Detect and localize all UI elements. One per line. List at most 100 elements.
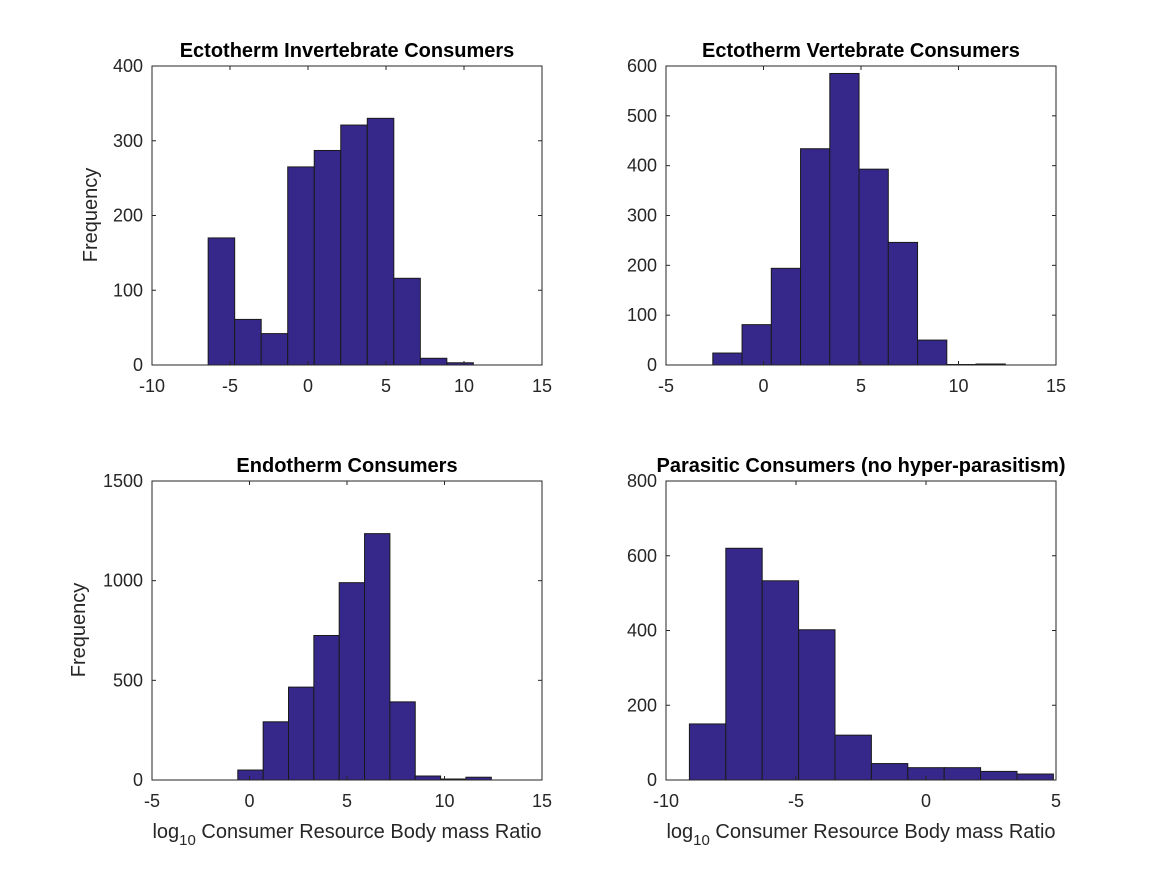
histogram-bar <box>798 629 836 781</box>
y-axis-ticks: 0 100 200 300 400 500 600 <box>627 56 1056 375</box>
histogram-bar <box>741 324 772 366</box>
histogram-bar <box>338 582 366 781</box>
y-axis-ticks: 0 100 200 300 400 <box>113 56 542 375</box>
histogram-bar <box>419 357 448 366</box>
y-tick-label: 400 <box>113 56 143 76</box>
y-axis-label: Frequency <box>68 583 90 678</box>
bar-group <box>712 72 1006 366</box>
x-tick-label: 0 <box>303 376 313 396</box>
x-tick-label: -5 <box>788 791 804 811</box>
chart-title: Endotherm Consumers <box>236 455 457 477</box>
y-tick-label: 600 <box>627 546 657 566</box>
x-axis-ticks: -5 0 5 10 15 <box>144 481 552 811</box>
x-tick-label: 5 <box>1051 791 1061 811</box>
histogram-bar <box>725 547 763 781</box>
x-tick-label: -10 <box>139 376 165 396</box>
histogram-bar <box>761 580 800 781</box>
x-tick-label: 15 <box>1046 376 1066 396</box>
chart-title: Ectotherm Invertebrate Consumers <box>180 40 515 62</box>
x-tick-label: 5 <box>342 791 352 811</box>
x-tick-label: 10 <box>434 791 454 811</box>
panel-ectotherm-invertebrate: Ectotherm Invertebrate Consumers -10 -5 0 5… <box>80 40 552 396</box>
y-tick-label: 200 <box>627 255 657 275</box>
histogram-bar <box>287 166 315 366</box>
x-axis-label: log10 Consumer Resource Body mass Ratio <box>666 821 1055 849</box>
panel-ectotherm-vertebrate: Ectotherm Vertebrate Consumers -5 0 5 10 15 … <box>627 40 1066 396</box>
histogram-bar <box>260 333 289 366</box>
histogram-bar <box>858 168 889 366</box>
x-tick-label: 10 <box>948 376 968 396</box>
histogram-bar <box>288 686 315 781</box>
histogram-bar <box>834 734 872 781</box>
histogram-bar <box>1016 773 1054 781</box>
histogram-bar <box>800 148 831 366</box>
bar-group <box>207 117 474 366</box>
y-tick-label: 800 <box>627 471 657 491</box>
chart-title: Parasitic Consumers (no hyper-parasitism… <box>656 455 1065 477</box>
histogram-bar <box>366 117 395 366</box>
x-tick-label: 0 <box>921 791 931 811</box>
y-tick-label: 200 <box>627 695 657 715</box>
y-tick-label: 300 <box>627 206 657 226</box>
y-tick-label: 600 <box>627 56 657 76</box>
histogram-bar <box>688 723 727 781</box>
x-tick-label: -5 <box>144 791 160 811</box>
histogram-bar <box>237 769 264 781</box>
x-axis-ticks: -5 0 5 10 15 <box>658 66 1066 396</box>
y-tick-label: 500 <box>113 670 143 690</box>
x-tick-label: -10 <box>653 791 679 811</box>
x-tick-label: 0 <box>244 791 254 811</box>
y-tick-label: 1500 <box>103 471 143 491</box>
x-axis-label: log10 Consumer Resource Body mass Ratio <box>152 821 541 849</box>
x-axis-ticks: -10 -5 0 5 <box>653 481 1061 811</box>
y-axis-ticks: 0 200 400 600 800 <box>627 471 1056 790</box>
histogram-bar <box>943 767 982 781</box>
x-axis-ticks: -10 -5 0 5 10 15 <box>139 66 552 396</box>
x-tick-label: 5 <box>856 376 866 396</box>
y-tick-label: 400 <box>627 156 657 176</box>
chart-title: Ectotherm Vertebrate Consumers <box>702 40 1020 62</box>
bar-group <box>237 533 492 781</box>
y-tick-label: 100 <box>627 305 657 325</box>
histogram-bar <box>712 352 743 366</box>
x-tick-label: 15 <box>532 791 552 811</box>
panel-endotherm: Endotherm Consumers -5 0 5 10 15 05001000150… <box>68 455 552 849</box>
x-tick-label: -5 <box>658 376 674 396</box>
y-tick-label: 0 <box>647 770 657 790</box>
histogram-bar <box>207 237 236 366</box>
x-tick-label: 15 <box>532 376 552 396</box>
x-tick-label: 5 <box>381 376 391 396</box>
histogram-bar <box>887 241 919 366</box>
histogram-bar <box>340 124 368 366</box>
y-tick-label: 300 <box>113 131 143 151</box>
histogram-bar <box>917 339 948 366</box>
histogram-bar <box>393 277 421 366</box>
histogram-bar <box>770 267 802 366</box>
y-tick-label: 400 <box>627 621 657 641</box>
panel-parasitic: Parasitic Consumers (no hyper-parasitism… <box>627 455 1066 849</box>
bar-group <box>688 547 1054 781</box>
y-tick-label: 0 <box>133 770 143 790</box>
histogram-bar <box>389 701 416 781</box>
histogram-bar <box>313 149 342 366</box>
y-tick-label: 1000 <box>103 571 143 591</box>
histogram-bar <box>262 721 289 781</box>
y-tick-label: 100 <box>113 280 143 300</box>
y-tick-label: 500 <box>627 106 657 126</box>
x-tick-label: 10 <box>454 376 474 396</box>
histogram-bar <box>234 318 262 366</box>
histogram-bar <box>414 775 442 781</box>
y-tick-label: 0 <box>133 355 143 375</box>
x-tick-label: -5 <box>222 376 238 396</box>
histogram-bar <box>829 72 860 366</box>
y-tick-label: 0 <box>647 355 657 375</box>
y-axis-label: Frequency <box>80 168 102 263</box>
y-tick-label: 200 <box>113 206 143 226</box>
histogram-bar <box>364 533 391 781</box>
histogram-bar <box>870 763 909 781</box>
y-axis-ticks: 0 500 1000 1500 <box>103 471 542 790</box>
x-tick-label: 0 <box>758 376 768 396</box>
histogram-bar <box>313 634 340 781</box>
histogram-bar <box>980 770 1018 781</box>
